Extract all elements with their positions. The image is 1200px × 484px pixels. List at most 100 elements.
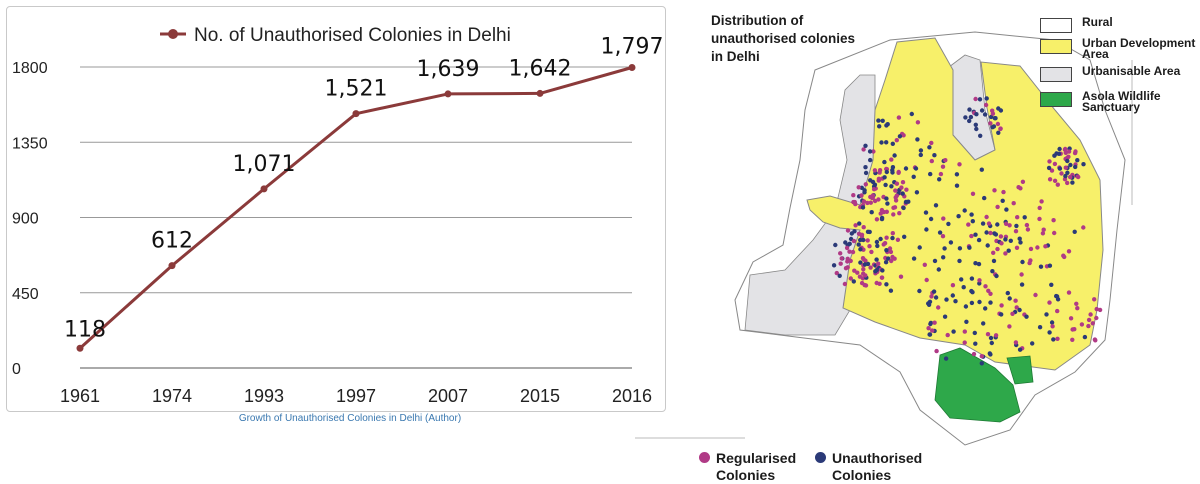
colony-dot	[861, 237, 866, 243]
colony-dot	[995, 246, 1000, 252]
colony-dot	[1016, 185, 1021, 190]
colony-dot	[923, 210, 929, 215]
colony-dot	[954, 183, 960, 188]
colony-dot	[879, 207, 885, 213]
chart-frame	[6, 6, 666, 412]
colony-dot	[995, 121, 1001, 127]
colony-dot	[1037, 205, 1042, 211]
colony-dot	[981, 321, 986, 326]
colony-dot	[1072, 327, 1077, 332]
colony-dot	[1046, 165, 1052, 171]
colony-dot	[1022, 215, 1027, 220]
colony-dot	[1092, 297, 1097, 302]
colony-dot	[1001, 189, 1006, 195]
colony-dot	[942, 246, 947, 251]
colony-dot	[1024, 314, 1029, 319]
colony-dot	[1094, 315, 1099, 321]
colony-dot	[890, 168, 895, 173]
colony-dot	[845, 259, 850, 264]
colony-dot	[1052, 178, 1058, 183]
colony-dot	[1065, 155, 1070, 160]
colony-dot	[1030, 341, 1035, 346]
colony-dot	[1019, 282, 1025, 287]
colony-dot	[863, 182, 868, 187]
colony-dot	[944, 297, 949, 302]
series-line-path	[78, 66, 633, 350]
colony-dot	[873, 269, 878, 274]
colony-dot	[1038, 264, 1044, 269]
asola-wildlife-patch	[1006, 355, 1034, 385]
colony-dot	[934, 348, 939, 354]
colony-dot	[998, 126, 1003, 132]
urbanisable-swatch	[1040, 67, 1072, 82]
colony-dot	[858, 260, 863, 265]
colony-dot	[876, 197, 881, 202]
colony-dot	[915, 120, 921, 125]
colony-dot	[943, 158, 948, 163]
colony-dot	[837, 273, 842, 278]
colony-dot	[957, 246, 963, 251]
colony-dot	[843, 266, 849, 271]
x-tick-label: 1974	[152, 386, 192, 406]
colony-dot	[876, 176, 882, 181]
colony-dot	[880, 268, 885, 273]
colony-dot	[885, 201, 890, 206]
colony-dot	[936, 267, 941, 272]
colony-dot	[995, 222, 1000, 227]
colony-dot	[1014, 245, 1020, 250]
colony-dot	[843, 240, 848, 245]
colony-dot	[889, 258, 894, 264]
colony-dot	[1070, 180, 1075, 185]
colony-dot	[973, 96, 978, 102]
colony-dot	[938, 171, 944, 177]
colony-dot	[964, 319, 969, 324]
data-point	[352, 110, 360, 118]
colony-dot	[950, 293, 955, 298]
data-label: 1,639	[417, 57, 480, 82]
colony-dot	[884, 196, 889, 201]
asola-swatch	[1040, 92, 1072, 107]
x-tick-label: 1993	[244, 386, 284, 406]
colony-dot	[884, 169, 889, 175]
colony-dot	[918, 152, 923, 158]
colony-dot	[897, 211, 902, 216]
colony-dot	[1013, 298, 1018, 303]
colony-dot	[1047, 330, 1052, 335]
colony-dot	[1070, 337, 1075, 342]
colony-dot	[874, 280, 879, 286]
colony-dot	[862, 282, 867, 288]
colony-dot	[993, 333, 999, 338]
colony-dot	[1041, 227, 1046, 232]
colony-dot	[857, 274, 863, 279]
colony-dot	[893, 188, 898, 193]
y-tick-label: 900	[12, 211, 39, 228]
colony-dot	[874, 257, 879, 262]
colony-dot	[953, 299, 958, 304]
colony-dot	[1068, 162, 1073, 168]
colony-dot	[891, 212, 896, 217]
colony-dot	[982, 112, 988, 117]
colony-dot	[844, 245, 850, 251]
legend-urbanisable-label: Urbanisable Area	[1082, 64, 1181, 78]
colony-dot	[1051, 337, 1056, 342]
colony-dot	[969, 233, 974, 239]
colony-dot	[896, 115, 902, 120]
colony-dot	[942, 314, 948, 319]
colony-dot	[1072, 229, 1077, 234]
colony-dot	[863, 165, 868, 170]
colony-dots	[831, 96, 1103, 366]
colony-dot	[984, 230, 989, 235]
colony-dot	[918, 148, 924, 153]
colony-dot	[883, 260, 889, 265]
colony-dot	[917, 245, 922, 250]
colony-dot	[890, 235, 895, 241]
colony-dot	[857, 221, 862, 226]
colony-dot	[1047, 300, 1052, 305]
chart-caption: Growth of Unauthorised Colonies in Delhi…	[238, 413, 462, 424]
colony-dot	[983, 284, 988, 289]
colony-dot	[948, 240, 954, 245]
colony-dot	[895, 237, 901, 242]
colony-dot	[842, 281, 848, 287]
colony-dot	[913, 166, 919, 171]
colony-dot	[967, 107, 972, 112]
